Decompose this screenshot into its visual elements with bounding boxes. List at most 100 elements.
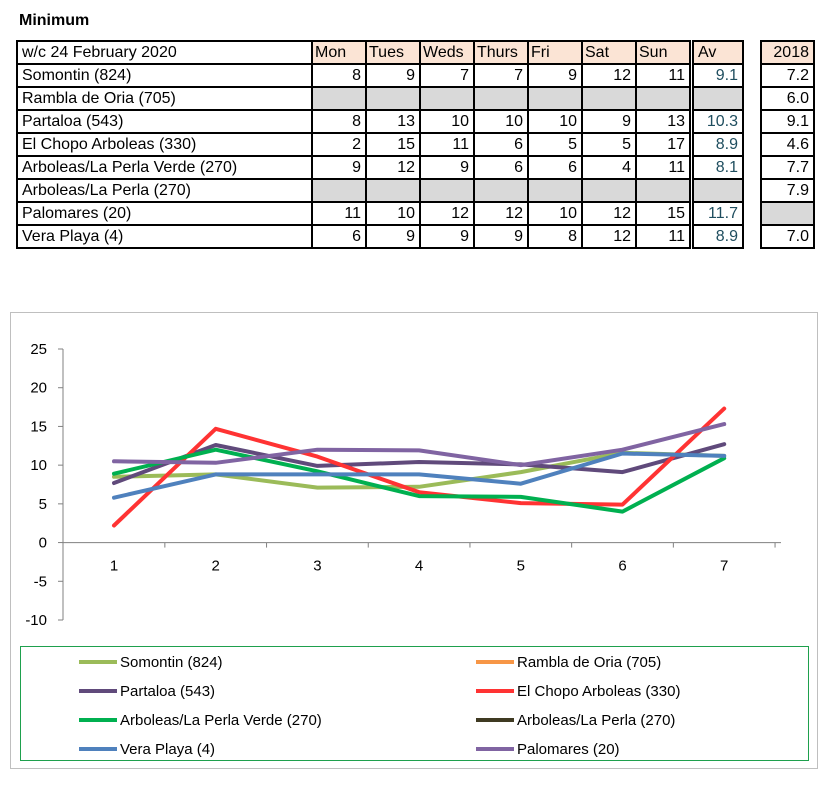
station-name: Palomares (20) xyxy=(16,201,313,226)
prev-year-value-cell: 9.1 xyxy=(760,109,815,134)
prev-year-row: 6.0 xyxy=(760,86,815,111)
y-tick-label: 25 xyxy=(30,341,47,358)
table-row: El Chopo Arboleas (330) 2 15 11 6 5 5 17 xyxy=(16,132,691,157)
min-value-cell: 10 xyxy=(419,109,475,134)
station-name: Vera Playa (4) xyxy=(16,224,313,249)
min-value-cell: 6 xyxy=(527,155,583,180)
y-tick-label: -5 xyxy=(34,573,47,590)
av-value-cell: 8.9 xyxy=(692,224,744,249)
prev-year-row: 7.9 xyxy=(760,178,815,203)
min-value-cell: 5 xyxy=(581,132,637,157)
prev-year-value-cell: 7.9 xyxy=(760,178,815,203)
min-value-cell: 8 xyxy=(311,109,367,134)
av-row: 8.9 xyxy=(692,224,744,249)
x-tick-label: 4 xyxy=(415,558,423,575)
week-label: w/c 24 February 2020 xyxy=(16,40,313,65)
series-line xyxy=(112,451,727,500)
table-row: Arboleas/La Perla Verde (270) 9 12 9 6 6 4 11 xyxy=(16,155,691,180)
min-value-cell: 5 xyxy=(527,132,583,157)
min-value-cell xyxy=(419,86,475,111)
table-row: Arboleas/La Perla (270) xyxy=(16,178,691,203)
av-row: 9.1 xyxy=(692,63,744,88)
prev-year-row: 7.0 xyxy=(760,224,815,249)
y-tick-label: 10 xyxy=(30,457,47,474)
prev-year-row: 7.2 xyxy=(760,63,815,88)
av-value-cell xyxy=(692,86,744,111)
min-value-cell: 6 xyxy=(473,132,529,157)
legend-swatch xyxy=(79,718,117,722)
station-name: Arboleas/La Perla (270) xyxy=(16,178,313,203)
legend-swatch xyxy=(79,689,117,693)
chart-area: 25 20 15 10 5 0 -5 -10 1 2 3 4 5 6 7 xyxy=(10,312,818,769)
legend-item: Vera Playa (4) xyxy=(79,739,215,759)
min-value-cell: 12 xyxy=(581,201,637,226)
legend-label: Vera Playa (4) xyxy=(120,740,216,758)
min-value-cell: 9 xyxy=(311,155,367,180)
min-value-cell xyxy=(473,178,529,203)
x-tick-label: 1 xyxy=(110,558,118,575)
table-row: Vera Playa (4) 6 9 9 9 8 12 11 xyxy=(16,224,691,249)
legend-label: El Chopo Arboleas (330) xyxy=(517,682,681,700)
min-value-cell xyxy=(311,86,367,111)
min-value-cell: 10 xyxy=(473,109,529,134)
min-value-cell: 15 xyxy=(635,201,691,226)
min-value-cell: 9 xyxy=(473,224,529,249)
min-value-cell: 17 xyxy=(635,132,691,157)
min-value-cell xyxy=(581,178,637,203)
min-value-cell: 10 xyxy=(527,201,583,226)
day-header: Thurs xyxy=(473,40,529,65)
prev-year-row: 7.7 xyxy=(760,155,815,180)
minimum-table: w/c 24 February 2020 Mon Tues Weds Thurs Fri S… xyxy=(16,40,691,249)
av-value-cell: 8.9 xyxy=(692,132,744,157)
x-tick-label: 7 xyxy=(720,558,728,575)
legend-item: Partaloa (543) xyxy=(79,681,215,701)
y-tick-label: -10 xyxy=(25,612,47,629)
legend-swatch xyxy=(476,689,514,693)
min-value-cell: 13 xyxy=(635,109,691,134)
legend-label: Palomares (20) xyxy=(517,740,620,758)
min-value-cell: 8 xyxy=(311,63,367,88)
prev-year-row xyxy=(760,201,815,226)
line-chart: 25 20 15 10 5 0 -5 -10 1 2 3 4 5 6 7 xyxy=(25,341,781,629)
y-tick-label: 0 xyxy=(39,535,47,552)
min-value-cell: 12 xyxy=(581,224,637,249)
min-value-cell xyxy=(365,178,421,203)
prev-year-table: 2018 7.2 6.0 9.1 4.6 7.7 7.9 7.0 xyxy=(760,40,815,249)
av-header: Av xyxy=(692,40,744,65)
min-value-cell: 12 xyxy=(419,201,475,226)
min-value-cell: 8 xyxy=(527,224,583,249)
prev-year-value-cell: 4.6 xyxy=(760,132,815,157)
legend-label: Partaloa (543) xyxy=(120,682,216,700)
legend-swatch xyxy=(79,660,117,664)
min-value-cell: 11 xyxy=(635,224,691,249)
day-header: Tues xyxy=(365,40,421,65)
series-line xyxy=(112,442,727,485)
av-header-row: Av xyxy=(692,40,744,65)
av-value-cell xyxy=(692,178,744,203)
min-value-cell: 6 xyxy=(311,224,367,249)
min-value-cell xyxy=(527,178,583,203)
chart-legend: Somontin (824) Rambla de Oria (705) Partal… xyxy=(20,646,809,761)
station-name: Arboleas/La Perla Verde (270) xyxy=(16,155,313,180)
min-value-cell: 11 xyxy=(635,63,691,88)
av-row xyxy=(692,178,744,203)
av-row xyxy=(692,86,744,111)
legend-item: Arboleas/La Perla (270) xyxy=(476,710,675,730)
prev-year-value-cell: 7.2 xyxy=(760,63,815,88)
min-value-cell xyxy=(365,86,421,111)
prev-year-value-cell: 6.0 xyxy=(760,86,815,111)
legend-swatch xyxy=(476,747,514,751)
min-value-cell: 9 xyxy=(527,63,583,88)
min-value-cell xyxy=(311,178,367,203)
legend-swatch xyxy=(79,747,117,751)
x-tick-label: 6 xyxy=(618,558,626,575)
av-value-cell: 11.7 xyxy=(692,201,744,226)
av-row: 8.1 xyxy=(692,155,744,180)
prev-year-header-row: 2018 xyxy=(760,40,815,65)
min-value-cell: 7 xyxy=(419,63,475,88)
legend-swatch xyxy=(476,718,514,722)
x-tick-label: 3 xyxy=(313,558,321,575)
min-value-cell xyxy=(473,86,529,111)
min-value-cell xyxy=(635,86,691,111)
day-header: Mon xyxy=(311,40,367,65)
